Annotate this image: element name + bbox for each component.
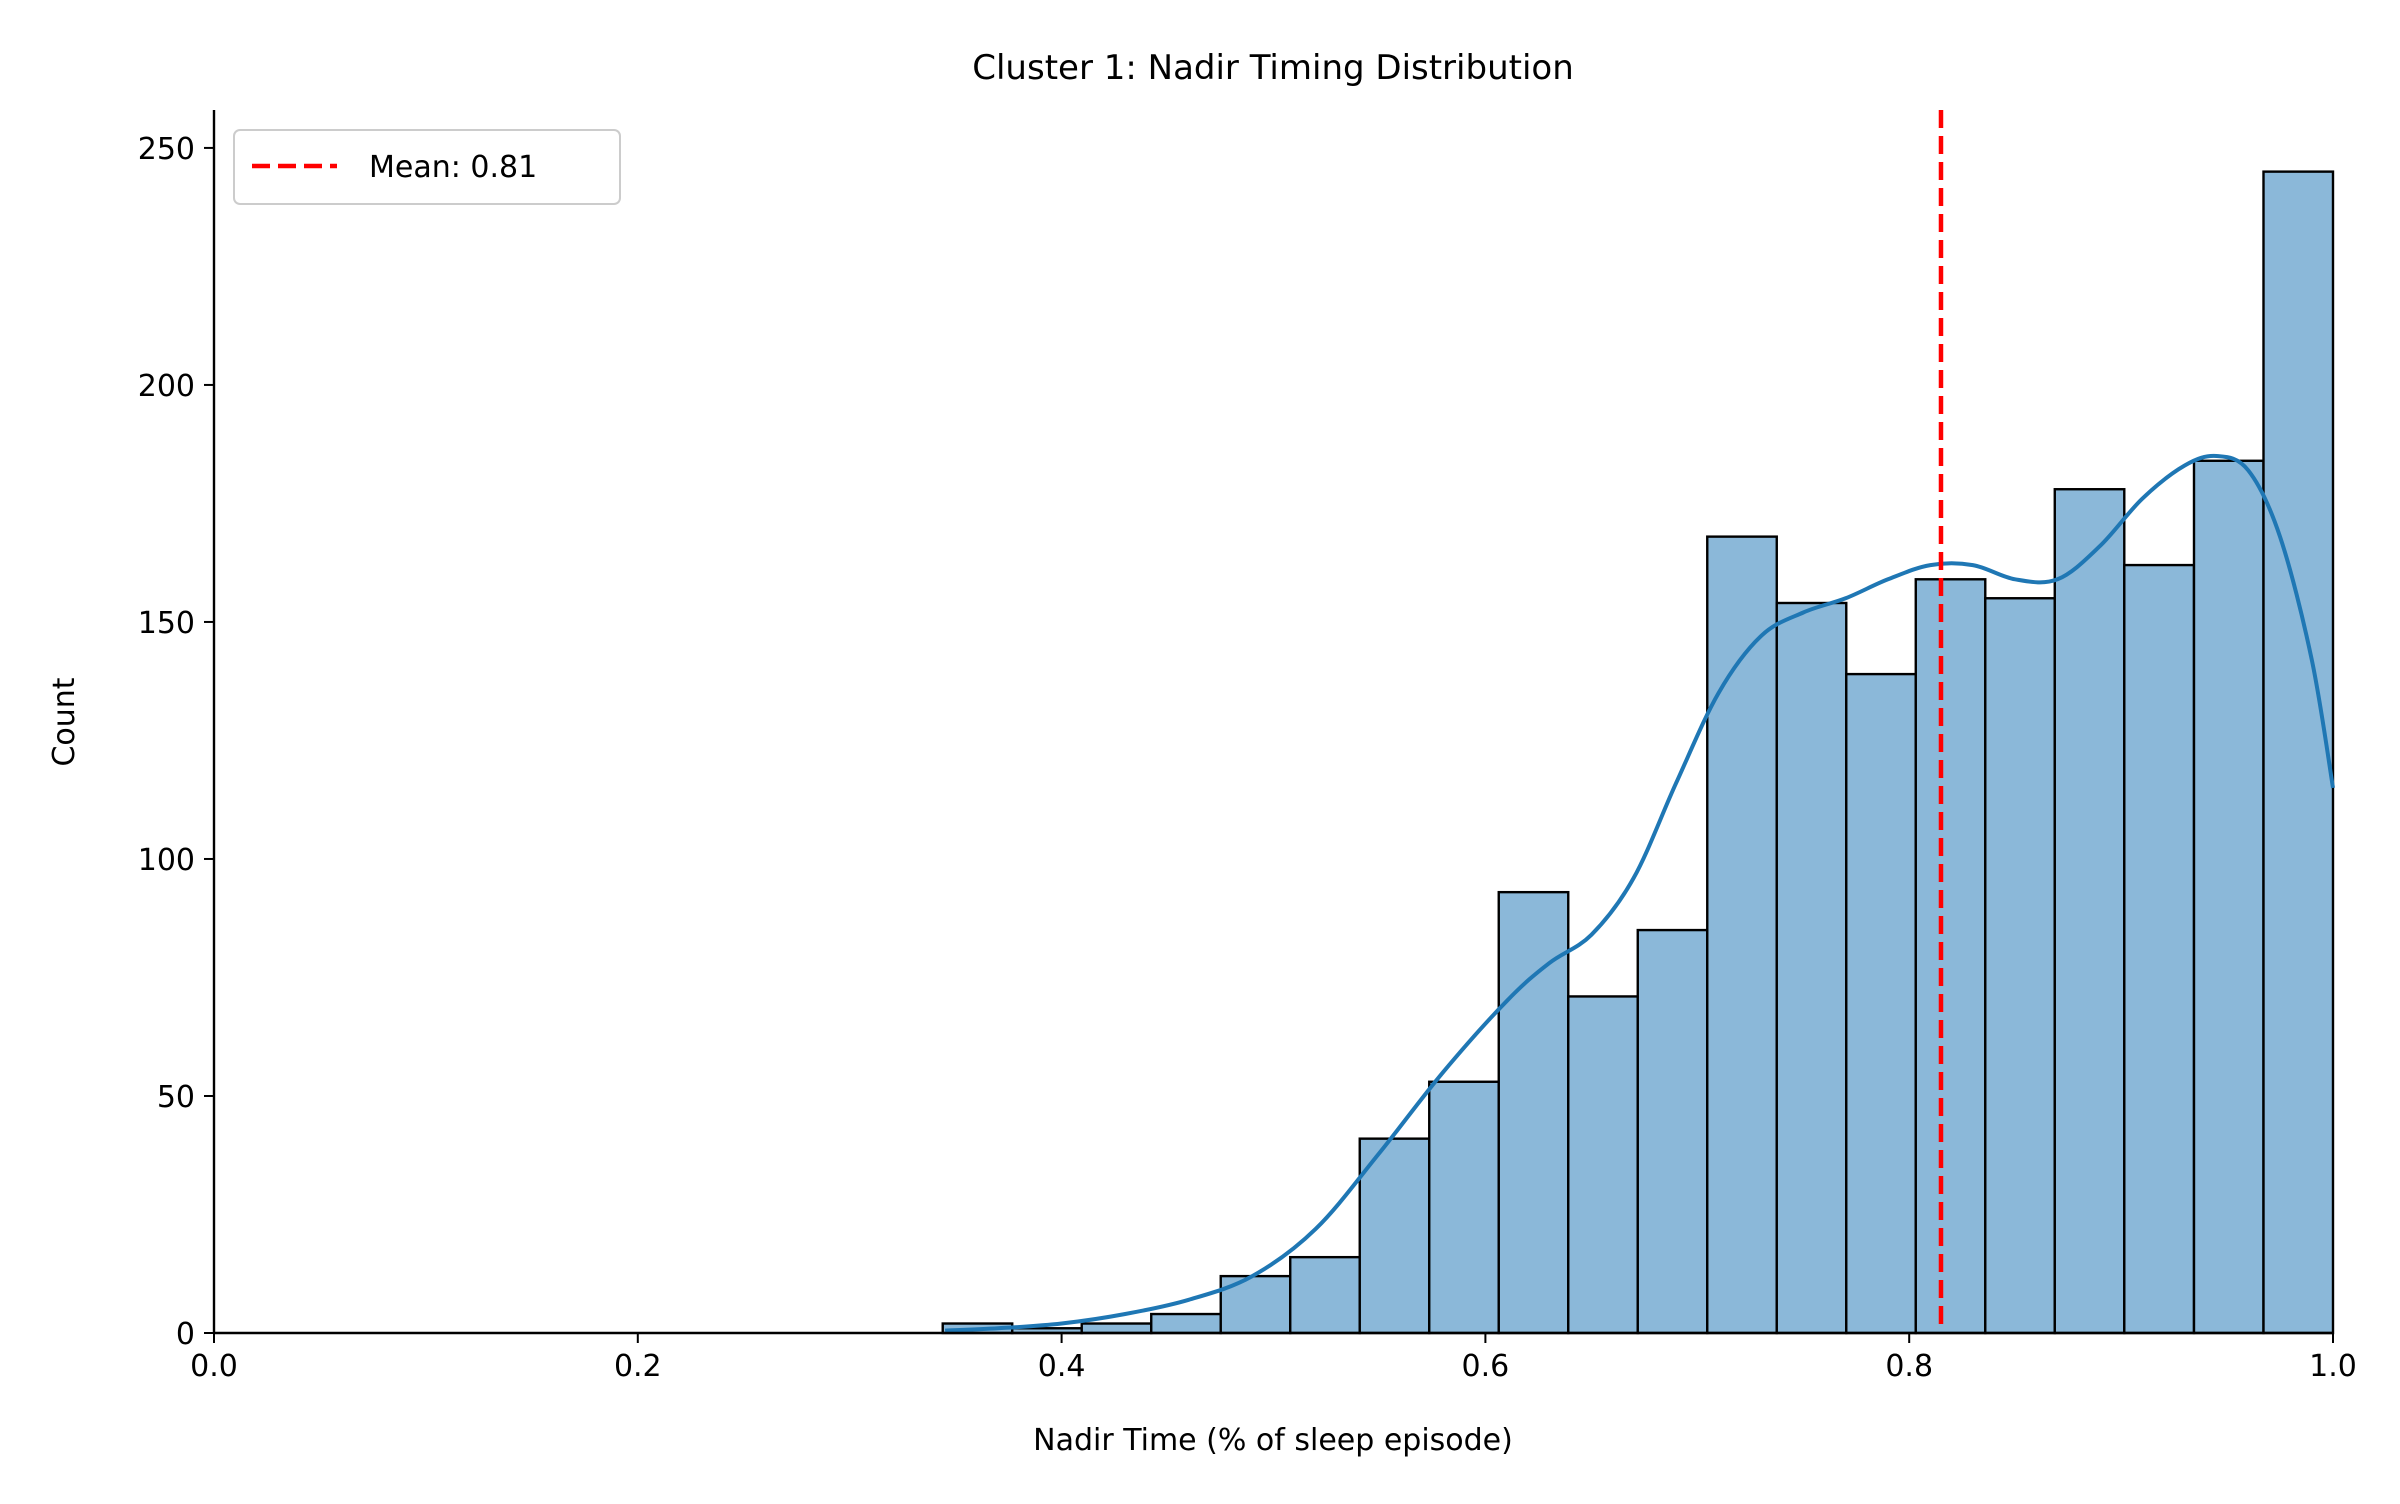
histogram-bar [1358,1137,1431,1335]
y-tick-label: 50 [157,1080,195,1115]
histogram-bar [1914,578,1987,1335]
legend: Mean: 0.81 [233,129,621,205]
histogram-bar [2262,170,2335,1335]
histogram-bar [2123,563,2196,1335]
histogram-bar [1428,1080,1500,1335]
y-tick-label: 100 [138,843,195,878]
bars-layer [941,170,2335,1335]
legend-mean-label: Mean: 0.81 [369,150,537,185]
x-tick-label: 1.0 [2309,1349,2357,1384]
histogram-bar [1289,1255,1361,1335]
chart-title: Cluster 1: Nadir Timing Distribution [972,48,1574,88]
y-tick-label: 250 [138,132,195,167]
histogram-bar [1706,535,1778,1335]
x-tick-label: 0.8 [1885,1349,1933,1384]
x-axis-label: Nadir Time (% of sleep episode) [1033,1423,1513,1458]
x-ticks: 0.0 0.2 0.4 0.6 0.8 1.0 [190,1333,2357,1384]
x-tick-label: 0.2 [614,1349,662,1384]
histogram-bar [1775,601,1848,1335]
y-tick-label: 150 [138,606,195,641]
histogram-bar [1845,672,1917,1335]
y-tick-label: 200 [138,369,195,404]
histogram-bar [1636,928,1709,1335]
histogram-bar [1567,995,1639,1335]
histogram-bar [1080,1322,1153,1335]
x-tick-label: 0.6 [1462,1349,1510,1384]
y-axis-label: Count [47,677,82,766]
histogram-bar [2192,459,2265,1335]
histogram-bar [1150,1312,1222,1335]
histogram-bar [2053,488,2126,1335]
kde-curve [945,453,2335,1333]
x-tick-label: 0.0 [190,1349,238,1384]
y-ticks: 0 50 100 150 200 250 [138,132,214,1352]
x-tick-label: 0.4 [1038,1349,1086,1384]
legend-box [233,129,621,205]
y-tick-label: 0 [176,1317,195,1352]
histogram-bar [1984,597,2056,1335]
